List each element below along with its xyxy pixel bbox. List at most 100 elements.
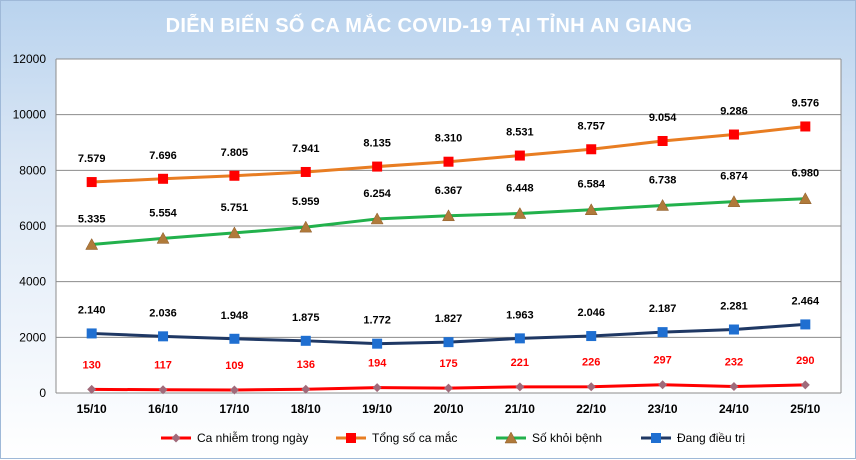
data-label: 290 [796,355,814,367]
data-label: 6.448 [506,183,534,195]
data-label: 175 [439,358,457,370]
data-label: 1.827 [435,313,463,325]
data-point [229,333,240,344]
data-point [300,166,311,177]
legend-item-1: Tổng số ca mắc [336,430,457,445]
data-point [584,203,598,215]
data-label: 2.036 [149,307,177,319]
data-label: 6.874 [720,171,748,183]
data-point [657,135,668,146]
y-tick-label: 0 [39,386,46,400]
x-tick-label: 16/10 [148,402,178,416]
legend-swatch-marker [504,431,518,444]
data-point [372,161,383,172]
data-label: 6.980 [792,168,820,180]
data-point [586,331,597,342]
data-label: 7.941 [292,143,320,155]
legend-swatch-marker [171,433,181,443]
data-label: 9.054 [649,112,677,124]
data-point [87,384,97,394]
data-label: 5.335 [78,214,106,226]
data-label: 9.576 [792,97,820,109]
data-point [800,121,811,132]
data-point [727,195,741,207]
data-point [86,328,97,339]
data-label: 117 [154,360,172,372]
x-tick-label: 15/10 [77,402,107,416]
data-label: 7.696 [149,150,177,162]
data-label: 226 [582,357,600,369]
data-point [299,220,313,233]
data-label: 194 [368,358,387,370]
x-tick-label: 25/10 [790,402,820,416]
legend-item-3: Đang điều trị [641,431,745,445]
data-point [229,385,239,395]
data-label: 1.875 [292,312,320,324]
data-point [729,382,739,392]
data-point [798,192,812,204]
data-point [372,383,382,393]
data-label: 5.959 [292,196,320,208]
data-point [300,335,311,346]
data-point [586,144,597,155]
data-point [301,384,311,394]
data-label: 221 [511,357,529,369]
data-point [658,380,668,390]
data-point [370,212,384,225]
x-tick-label: 22/10 [576,402,606,416]
legend-label: Số khỏi bệnh [532,431,602,445]
data-label: 8.531 [506,127,534,139]
data-label: 5.554 [149,207,177,219]
data-point [372,338,383,349]
series-3 [86,319,811,349]
y-tick-label: 4000 [19,275,46,289]
data-label: 6.738 [649,174,677,186]
data-label: 1.963 [506,309,534,321]
data-label: 2.281 [720,301,748,313]
legend-label: Đang điều trị [677,431,745,445]
data-label: 130 [83,359,101,371]
data-label: 7.805 [221,147,249,159]
data-label: 2.464 [792,295,820,307]
data-point [156,231,170,244]
data-label: 109 [225,360,243,372]
series-layer [85,121,812,395]
y-tick-label: 12000 [13,52,47,66]
data-point [800,380,810,390]
data-point [514,150,525,161]
series-1 [86,121,811,188]
x-tick-label: 24/10 [719,402,749,416]
data-label: 9.286 [720,106,748,118]
y-tick-label: 6000 [19,219,46,233]
data-label: 6.367 [435,185,463,197]
legend-swatch-marker [346,433,356,443]
legend-item-2: Số khỏi bệnh [496,431,602,445]
data-point [158,385,168,395]
data-point [442,209,455,222]
data-point [229,170,240,181]
legend-label: Tổng số ca mắc [372,430,457,445]
x-tick-label: 19/10 [362,402,392,416]
data-label: 297 [653,355,671,367]
series-2 [85,192,812,250]
data-label: 2.187 [649,303,677,315]
y-tick-label: 2000 [19,330,46,344]
data-point [800,319,811,330]
legend-swatch-marker [651,433,661,443]
data-label: 136 [297,359,315,371]
data-point [85,237,99,250]
data-point [728,324,739,335]
data-point [513,207,527,219]
data-point [515,382,525,392]
data-point [656,198,670,211]
data-point [444,383,453,393]
data-point [443,337,454,348]
data-point [586,382,596,392]
x-tick-label: 20/10 [433,402,463,416]
label-layer: 130 117 109 136 194 175 221 226 297 232 290 7.579 7.… [78,97,820,371]
data-label: 1.772 [363,315,391,327]
data-label: 2.140 [78,304,106,316]
data-label: 8.757 [577,120,605,132]
data-label: 6.254 [363,188,391,200]
